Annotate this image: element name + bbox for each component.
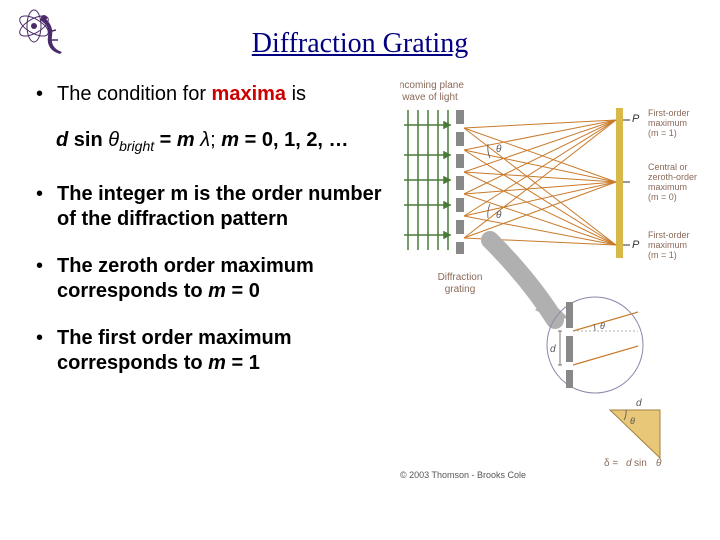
b3-post: = 0 bbox=[226, 280, 260, 302]
screen-icon bbox=[616, 108, 623, 258]
rays bbox=[464, 120, 616, 245]
b1-maxima: maxima bbox=[212, 83, 287, 105]
bullet-dot: • bbox=[36, 182, 43, 232]
bullet-dot: • bbox=[36, 326, 43, 376]
b3-pre: The bbox=[57, 255, 98, 277]
grating-label: Diffraction bbox=[438, 272, 483, 283]
zoom-circle bbox=[547, 297, 643, 393]
eq-sin: sin bbox=[74, 129, 108, 151]
svg-text:θ: θ bbox=[600, 321, 605, 331]
delta-formula: δ = bbox=[604, 458, 618, 469]
svg-text:sin: sin bbox=[634, 458, 647, 469]
bullet-4: • The first order maximum corresponds to… bbox=[30, 326, 390, 376]
grating-label2: grating bbox=[445, 284, 476, 295]
svg-text:zeroth-order: zeroth-order bbox=[648, 172, 697, 182]
b2-pre: The integer m is the bbox=[57, 183, 251, 205]
p-bot: P bbox=[632, 239, 640, 251]
svg-text:(m = 1): (m = 1) bbox=[648, 128, 677, 138]
svg-text:(m = 0): (m = 0) bbox=[648, 192, 677, 202]
svg-text:maximum: maximum bbox=[648, 182, 687, 192]
b4-pre: The bbox=[57, 327, 98, 349]
svg-text:θ: θ bbox=[656, 458, 662, 469]
triangle-detail: d θ δ = d sin θ bbox=[604, 398, 662, 469]
svg-text:d: d bbox=[626, 458, 632, 469]
svg-text:(m = 1): (m = 1) bbox=[648, 250, 677, 260]
theta-top: θ bbox=[496, 144, 502, 155]
bullet-1: • The condition for maxima is bbox=[30, 82, 390, 107]
incoming-label2: wave of light bbox=[401, 92, 458, 103]
diffraction-diagram: Incoming plane wave of light Diffraction… bbox=[400, 70, 710, 510]
order1-top: First-order bbox=[648, 108, 690, 118]
b4-post: = 1 bbox=[226, 352, 260, 374]
grating-icon bbox=[456, 110, 464, 254]
bullet-dot: • bbox=[36, 82, 43, 107]
bullet-3: • The zeroth order maximum corresponds t… bbox=[30, 254, 390, 304]
plane-waves bbox=[404, 110, 450, 250]
eq-eq: = bbox=[154, 129, 177, 151]
b2-bold: order number bbox=[252, 183, 382, 205]
order1-bot: First-order bbox=[648, 230, 690, 240]
b1-pre: The condition for bbox=[57, 83, 212, 105]
theta-bot: θ bbox=[496, 210, 502, 221]
svg-text:maximum: maximum bbox=[648, 118, 687, 128]
b3-m: m bbox=[208, 280, 226, 302]
eq-theta: θ bbox=[108, 129, 119, 151]
b2-post: of the diffraction pattern bbox=[57, 208, 288, 230]
eq-semi: ; bbox=[210, 129, 221, 151]
svg-text:maximum: maximum bbox=[648, 240, 687, 250]
content-area: • The condition for maxima is d sin θbri… bbox=[30, 82, 390, 398]
eq-d: d bbox=[56, 129, 68, 151]
svg-text:d: d bbox=[636, 398, 642, 409]
eq-m2: m bbox=[221, 129, 239, 151]
equation: d sin θbright = m λ; m = 0, 1, 2, … bbox=[56, 129, 390, 154]
bullet-2: • The integer m is the order number of t… bbox=[30, 182, 390, 232]
incoming-label: Incoming plane bbox=[400, 80, 464, 91]
d-label: d bbox=[550, 344, 556, 355]
eq-sub: bright bbox=[119, 138, 154, 154]
bullet-dot: • bbox=[36, 254, 43, 304]
zoom-grating bbox=[566, 302, 573, 388]
svg-text:θ: θ bbox=[630, 416, 635, 426]
eq-lam: λ bbox=[195, 129, 210, 151]
b4-m: m bbox=[208, 352, 226, 374]
page-title: Diffraction Grating bbox=[0, 28, 720, 60]
b1-post: is bbox=[286, 83, 306, 105]
order0: Central or bbox=[648, 162, 688, 172]
p-top: P bbox=[632, 113, 640, 125]
eq-mvals: = 0, 1, 2, … bbox=[239, 129, 349, 151]
copyright-text: © 2003 Thomson - Brooks Cole bbox=[400, 470, 526, 480]
eq-m: m bbox=[177, 129, 195, 151]
